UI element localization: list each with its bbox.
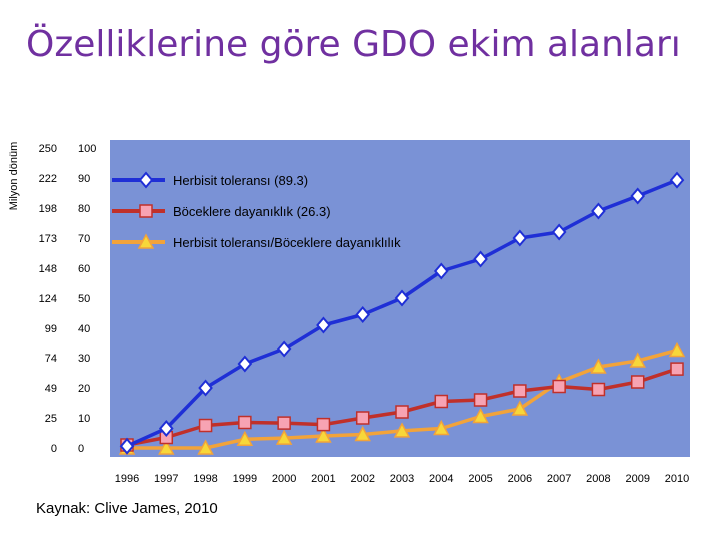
data-point-3 <box>472 407 489 424</box>
data-point-1 <box>512 229 528 247</box>
y-tick-label-secondary: 49 <box>45 383 57 395</box>
y-tick-label-secondary: 74 <box>45 353 57 365</box>
data-point-2 <box>355 411 370 425</box>
legend-label-1: Herbisit toleransı (89.3) <box>173 173 308 188</box>
data-point-1 <box>355 305 371 324</box>
data-point-2 <box>238 415 252 430</box>
y-tick-label-secondary: 99 <box>45 323 57 335</box>
x-tick-label: 2009 <box>625 473 649 485</box>
x-tick-label: 1996 <box>115 473 139 485</box>
data-point-2 <box>434 394 449 409</box>
data-point-3 <box>197 439 214 455</box>
data-point-2 <box>513 384 527 398</box>
data-point-2 <box>198 418 213 433</box>
x-tick-label: 2010 <box>665 473 689 485</box>
data-point-1 <box>394 289 410 307</box>
data-point-2 <box>395 405 409 419</box>
y-tick-label-secondary: 173 <box>39 233 57 245</box>
data-point-3 <box>275 429 293 445</box>
data-point-1 <box>551 223 567 241</box>
y-tick-label: 60 <box>78 263 90 275</box>
data-point-3 <box>315 427 332 443</box>
legend-marker-3 <box>137 233 155 249</box>
y-tick-label: 20 <box>78 383 90 395</box>
data-point-2 <box>670 362 684 376</box>
x-tick-label: 2005 <box>468 473 492 485</box>
y-tick-label: 0 <box>78 443 84 455</box>
y-tick-label: 70 <box>78 233 90 245</box>
x-tick-label: 1997 <box>154 473 178 485</box>
data-point-1 <box>630 187 646 205</box>
x-tick-label: 2007 <box>547 473 571 485</box>
y-tick-label: 100 <box>78 143 96 155</box>
data-point-3 <box>590 358 607 374</box>
y-tick-label-secondary: 198 <box>39 203 57 215</box>
y-tick-label-secondary: 25 <box>45 413 57 425</box>
y-tick-label-secondary: 250 <box>39 143 57 155</box>
data-point-1 <box>119 437 135 455</box>
data-point-3 <box>511 400 529 416</box>
y-tick-label: 50 <box>78 293 90 305</box>
data-point-1 <box>433 262 449 280</box>
y-tick-label-secondary: 0 <box>51 443 57 455</box>
data-point-1 <box>158 419 174 438</box>
y-tick-label: 10 <box>78 413 90 425</box>
source-note: Kaynak: Clive James, 2010 <box>36 500 218 517</box>
y-tick-label-secondary: 222 <box>39 173 57 185</box>
data-point-1 <box>591 202 606 220</box>
x-tick-label: 1998 <box>193 473 217 485</box>
x-tick-label: 1999 <box>233 473 257 485</box>
y-tick-label: 30 <box>78 353 90 365</box>
legend-label-3: Herbisit toleransı/Böceklere dayanıklılı… <box>173 235 401 250</box>
y-tick-label: 40 <box>78 323 90 335</box>
slide-title: Özelliklerine göre GDO ekim alanları <box>26 24 681 65</box>
data-point-1 <box>276 340 292 358</box>
data-point-1 <box>198 379 213 397</box>
data-point-1 <box>473 250 488 268</box>
y-tick-label-secondary: 148 <box>39 263 57 275</box>
x-tick-label: 2000 <box>272 473 296 485</box>
data-point-2 <box>591 382 606 397</box>
data-point-2 <box>277 416 291 430</box>
x-tick-label: 2006 <box>508 473 532 485</box>
y-tick-label-secondary: 124 <box>39 293 57 305</box>
data-point-3 <box>236 430 254 447</box>
x-tick-label: 2003 <box>390 473 414 485</box>
data-point-1 <box>669 171 685 189</box>
data-point-2 <box>630 375 645 389</box>
data-point-1 <box>237 355 253 373</box>
y-tick-label: 90 <box>78 173 90 185</box>
y-tick-label: 80 <box>78 203 90 215</box>
data-point-3 <box>354 425 371 442</box>
data-point-3 <box>629 352 646 368</box>
data-point-3 <box>158 439 175 455</box>
data-point-3 <box>433 419 450 436</box>
data-point-2 <box>473 393 488 407</box>
x-tick-label: 2001 <box>311 473 335 485</box>
x-tick-label: 2002 <box>350 473 374 485</box>
data-point-2 <box>552 379 566 394</box>
x-tick-label: 2008 <box>586 473 610 485</box>
data-point-3 <box>393 422 411 438</box>
data-point-1 <box>316 316 331 334</box>
legend-label-2: Böceklere dayanıklık (26.3) <box>173 204 331 219</box>
legend-marker-2 <box>139 204 153 218</box>
x-tick-label: 2004 <box>429 473 453 485</box>
legend-marker-1 <box>138 171 154 189</box>
data-point-2 <box>316 417 331 432</box>
data-point-3 <box>668 341 686 358</box>
